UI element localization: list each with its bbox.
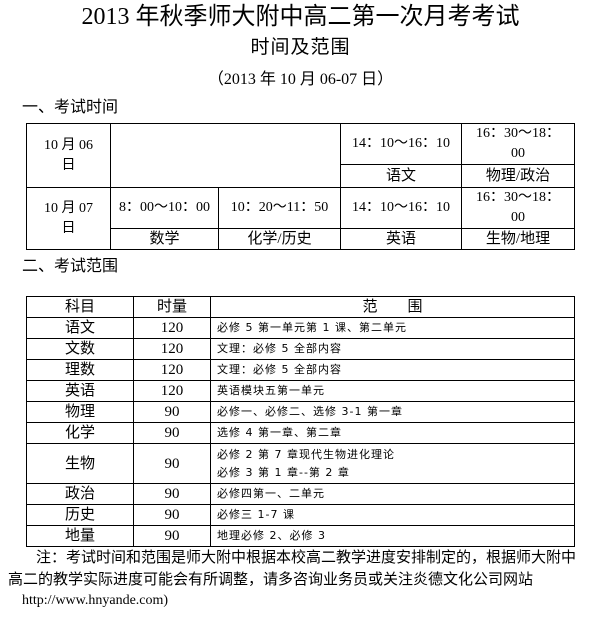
duration-cell: 90 [133, 443, 211, 484]
duration-cell: 90 [133, 504, 211, 526]
scope-section: 科目 时量 范 围 语文 120 必修 5 第一单元第 1 课、第二单元 文数 120 文… [0, 296, 601, 611]
header-subject: 科目 [26, 296, 134, 318]
schedule-table: 10 月 06 日 14：10～16：10 16：30～18：00 语文 物理/… [26, 123, 575, 250]
page-subtitle: 时间及范围 [250, 37, 351, 58]
subject-cell: 语文 [340, 164, 462, 188]
range-cell: 选修 4 第一章、第二章 [210, 422, 575, 444]
subject-cell: 历史 [26, 504, 134, 526]
exam-date: （2013 年 10 月 06-07 日） [207, 71, 394, 88]
section-heading-time: 一、考试时间 [22, 99, 119, 116]
scope-table: 科目 时量 范 围 语文 120 必修 5 第一单元第 1 课、第二单元 文数 120 文… [26, 296, 575, 547]
scope-row: 语文 120 必修 5 第一单元第 1 课、第二单元 [26, 317, 575, 339]
duration-cell: 90 [133, 483, 211, 505]
range-cell: 文理：必修 5 全部内容 [210, 359, 575, 381]
subject-cell: 语文 [26, 317, 134, 339]
scope-row: 理数 120 文理：必修 5 全部内容 [26, 359, 575, 381]
time-cell: 10：20～11：50 [218, 187, 341, 229]
duration-cell: 120 [133, 317, 211, 339]
range-cell: 文理：必修 5 全部内容 [210, 338, 575, 360]
range-line: 文理：必修 5 全部内容 [217, 363, 342, 376]
subject-cell: 物理 [26, 401, 134, 423]
range-cell: 英语模块五第一单元 [210, 380, 575, 402]
duration-cell: 120 [133, 359, 211, 381]
duration-cell: 120 [133, 380, 211, 402]
scope-row: 文数 120 文理：必修 5 全部内容 [26, 338, 575, 360]
subject-cell: 数学 [110, 228, 219, 250]
subject-cell: 化学/历史 [218, 228, 341, 250]
range-line: 必修一、必修二、选修 3-1 第一章 [217, 405, 403, 418]
header-range: 范 围 [210, 296, 575, 318]
subject-cell: 化学 [26, 422, 134, 444]
range-line: 必修三 1-7 课 [217, 508, 295, 521]
scope-row: 地量 90 地理必修 2、必修 3 [26, 525, 575, 547]
subject-cell: 物理/政治 [461, 164, 575, 188]
time-cell: 8：00～10：00 [110, 187, 219, 229]
subject-cell: 理数 [26, 359, 134, 381]
time-cell: 14：10～16：10 [340, 187, 462, 229]
page-title: 2013 年秋季师大附中高二第一次月考考试 [81, 4, 520, 30]
scope-row: 化学 90 选修 4 第一章、第二章 [26, 422, 575, 444]
footnote-line: 高二的教学实际进度可能会有所调整，请多咨询业务员或关注炎德文化公司网站 [8, 572, 534, 588]
subject-cell: 文数 [26, 338, 134, 360]
duration-cell: 90 [133, 401, 211, 423]
subject-cell: 生物 [26, 443, 134, 484]
subject-cell: 英语 [26, 380, 134, 402]
scope-row: 英语 120 英语模块五第一单元 [26, 380, 575, 402]
footnote-line: 注：考试时间和范围是师大附中根据本校高二教学进度安排制定的，根据师大附中 [36, 550, 577, 566]
website-link[interactable]: http://www.hnyande.com) [22, 593, 169, 608]
scope-row: 政治 90 必修四第一、二单元 [26, 483, 575, 505]
time-cell: 16：30～18：00 [461, 123, 575, 165]
footnote: 注：考试时间和范围是师大附中根据本校高二教学进度安排制定的，根据师大附中 高二的… [8, 547, 598, 591]
range-cell: 必修 2 第 7 章现代生物进化理论 必修 3 第 1 章--第 2 章 [210, 443, 575, 484]
scope-row: 物理 90 必修一、必修二、选修 3-1 第一章 [26, 401, 575, 423]
range-line: 选修 4 第一章、第二章 [217, 426, 342, 439]
duration-cell: 120 [133, 338, 211, 360]
range-line: 文理：必修 5 全部内容 [217, 342, 342, 355]
range-cell: 必修三 1-7 课 [210, 504, 575, 526]
range-line: 必修 2 第 7 章现代生物进化理论 [217, 447, 395, 461]
empty-cell [110, 123, 341, 188]
subject-cell: 英语 [340, 228, 462, 250]
time-cell: 16：30～18：00 [461, 187, 575, 229]
subject-cell: 政治 [26, 483, 134, 505]
date-cell: 10 月 07 日 [26, 187, 111, 250]
range-line: 必修 5 第一单元第 1 课、第二单元 [217, 321, 407, 334]
range-line: 必修 3 第 1 章--第 2 章 [217, 465, 350, 479]
subject-cell: 地量 [26, 525, 134, 547]
date-cell: 10 月 06 日 [26, 123, 111, 188]
range-cell: 必修 5 第一单元第 1 课、第二单元 [210, 317, 575, 339]
scope-row: 历史 90 必修三 1-7 课 [26, 504, 575, 526]
duration-cell: 90 [133, 422, 211, 444]
range-cell: 必修四第一、二单元 [210, 483, 575, 505]
section-heading-scope: 二、考试范围 [22, 258, 119, 275]
range-line: 必修四第一、二单元 [217, 487, 325, 500]
range-cell: 必修一、必修二、选修 3-1 第一章 [210, 401, 575, 423]
duration-cell: 90 [133, 525, 211, 547]
range-line: 英语模块五第一单元 [217, 384, 325, 397]
time-cell: 14：10～16：10 [340, 123, 462, 165]
subject-cell: 生物/地理 [461, 228, 575, 250]
header-duration: 时量 [133, 296, 211, 318]
scope-row: 生物 90 必修 2 第 7 章现代生物进化理论 必修 3 第 1 章--第 2 章 [26, 443, 575, 484]
range-cell: 地理必修 2、必修 3 [210, 525, 575, 547]
range-line: 地理必修 2、必修 3 [217, 529, 326, 542]
